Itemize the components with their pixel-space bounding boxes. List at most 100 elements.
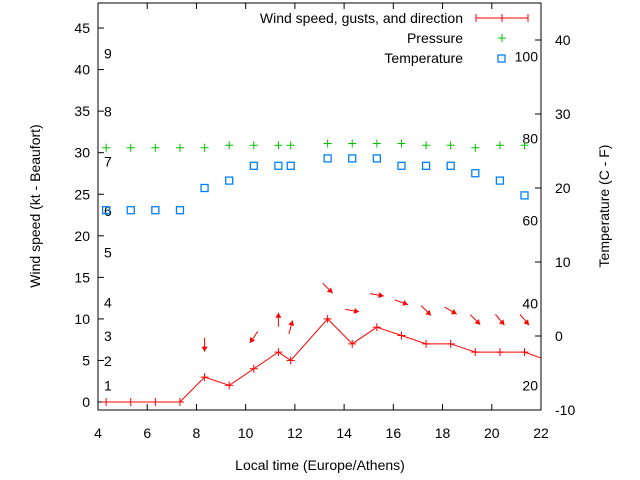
x-axis-label: Local time (Europe/Athens) bbox=[235, 457, 405, 473]
y-tick-label: 10 bbox=[74, 311, 90, 327]
wind-direction-arrow bbox=[288, 320, 295, 335]
beaufort-label: 9 bbox=[104, 45, 112, 61]
wind-direction-arrow bbox=[345, 307, 360, 314]
pressure-point bbox=[126, 143, 135, 152]
temperature-point bbox=[323, 154, 332, 163]
pressure-point bbox=[520, 141, 529, 150]
wind-direction-arrow bbox=[275, 312, 282, 327]
pressure-point bbox=[323, 139, 332, 148]
temperature-point bbox=[151, 206, 160, 215]
wind-speed-point bbox=[151, 398, 160, 406]
pressure-point bbox=[249, 141, 258, 150]
wind-speed-point bbox=[126, 398, 135, 406]
pressure-point bbox=[274, 141, 283, 150]
fahrenheit-label: 80 bbox=[522, 130, 538, 146]
temperature-point bbox=[286, 161, 295, 170]
pressure-point bbox=[200, 143, 209, 152]
y2-tick-label: 20 bbox=[555, 180, 571, 196]
fahrenheit-label: 60 bbox=[522, 213, 538, 229]
wind-speed-point bbox=[495, 348, 504, 357]
x-tick-label: 6 bbox=[143, 425, 151, 441]
arrow-head bbox=[201, 346, 208, 352]
pressure-point bbox=[471, 143, 480, 152]
pressure-point bbox=[286, 141, 295, 150]
y-tick-label: 25 bbox=[74, 186, 90, 202]
fahrenheit-label: 20 bbox=[522, 378, 538, 394]
wind-speed-point bbox=[323, 314, 332, 323]
arrow-head bbox=[498, 319, 505, 326]
pressure-point bbox=[151, 143, 160, 152]
x-tick-label: 20 bbox=[484, 425, 500, 441]
wind-direction-arrow bbox=[444, 306, 457, 315]
temperature-point bbox=[421, 161, 431, 170]
y2-tick-label: 0 bbox=[555, 328, 563, 344]
wind-direction-arrow bbox=[394, 299, 409, 306]
wind-speed-point bbox=[372, 323, 381, 332]
beaufort-label: 8 bbox=[104, 103, 112, 119]
temperature-point bbox=[249, 161, 258, 170]
wind-speed-point bbox=[471, 348, 480, 357]
arrow-head bbox=[288, 320, 295, 327]
wind-speed-line bbox=[106, 318, 542, 403]
arrow-head bbox=[474, 319, 481, 325]
wind-direction-arrow bbox=[469, 314, 481, 326]
arrow-head bbox=[378, 292, 384, 299]
y-tick-label: 45 bbox=[74, 20, 90, 36]
x-tick-label: 22 bbox=[533, 425, 549, 441]
wind-speed-point bbox=[274, 348, 283, 357]
wind-speed-point bbox=[249, 364, 258, 373]
wind-direction-arrow bbox=[369, 292, 384, 299]
y-axis-label: Wind speed (kt - Beaufort) bbox=[27, 124, 43, 287]
arrow-head bbox=[326, 287, 333, 294]
beaufort-label: 7 bbox=[104, 153, 112, 169]
temperature-point bbox=[471, 169, 480, 178]
legend-pressure-label: Pressure bbox=[407, 30, 463, 46]
beaufort-label: 1 bbox=[104, 378, 112, 394]
arrow-head bbox=[402, 300, 409, 306]
wind-speed-point bbox=[446, 339, 455, 348]
y-tick-label: 20 bbox=[74, 228, 90, 244]
arrow-head bbox=[425, 309, 432, 316]
legend-temperature-marker bbox=[497, 54, 506, 63]
x-tick-label: 8 bbox=[193, 425, 201, 441]
wind-speed-point bbox=[175, 398, 184, 406]
wind-direction-arrow bbox=[519, 314, 530, 326]
wind-speed-point bbox=[200, 373, 209, 382]
y2-tick-label: -10 bbox=[555, 402, 575, 418]
beaufort-label: 6 bbox=[104, 203, 112, 219]
x-tick-label: 14 bbox=[336, 425, 352, 441]
pressure-point bbox=[495, 141, 504, 150]
temperature-point bbox=[175, 206, 185, 215]
wind-speed-point bbox=[422, 339, 431, 348]
y2-tick-label: 30 bbox=[555, 106, 571, 122]
y-tick-label: 15 bbox=[74, 269, 90, 285]
x-tick-label: 10 bbox=[238, 425, 254, 441]
pressure-point bbox=[422, 141, 431, 150]
wind-direction-arrow bbox=[322, 282, 333, 294]
x-tick-label: 16 bbox=[386, 425, 402, 441]
plot-frame bbox=[97, 2, 542, 411]
arrow-head bbox=[353, 307, 360, 314]
legend-wind-label: Wind speed, gusts, and direction bbox=[260, 10, 463, 26]
temperature-point bbox=[225, 176, 234, 185]
fahrenheit-label: 100 bbox=[515, 48, 539, 64]
pressure-point bbox=[348, 139, 357, 148]
beaufort-label: 2 bbox=[104, 353, 112, 369]
pressure-point bbox=[225, 141, 234, 150]
beaufort-label: 3 bbox=[104, 328, 112, 344]
pressure-point bbox=[397, 139, 406, 148]
beaufort-label: 4 bbox=[104, 295, 112, 311]
y2-axis-label: Temperature (C - F) bbox=[596, 145, 612, 268]
beaufort-label: 5 bbox=[104, 245, 112, 261]
arrow-head bbox=[249, 337, 256, 343]
y2-tick-label: 40 bbox=[555, 32, 571, 48]
temperature-point bbox=[126, 206, 135, 215]
pressure-point bbox=[446, 141, 455, 150]
y-tick-label: 30 bbox=[74, 145, 90, 161]
temperature-point bbox=[200, 183, 209, 193]
fahrenheit-label: 40 bbox=[522, 295, 538, 311]
arrow-head bbox=[275, 312, 282, 318]
wind-speed-point bbox=[286, 356, 295, 365]
temperature-point bbox=[446, 161, 455, 170]
